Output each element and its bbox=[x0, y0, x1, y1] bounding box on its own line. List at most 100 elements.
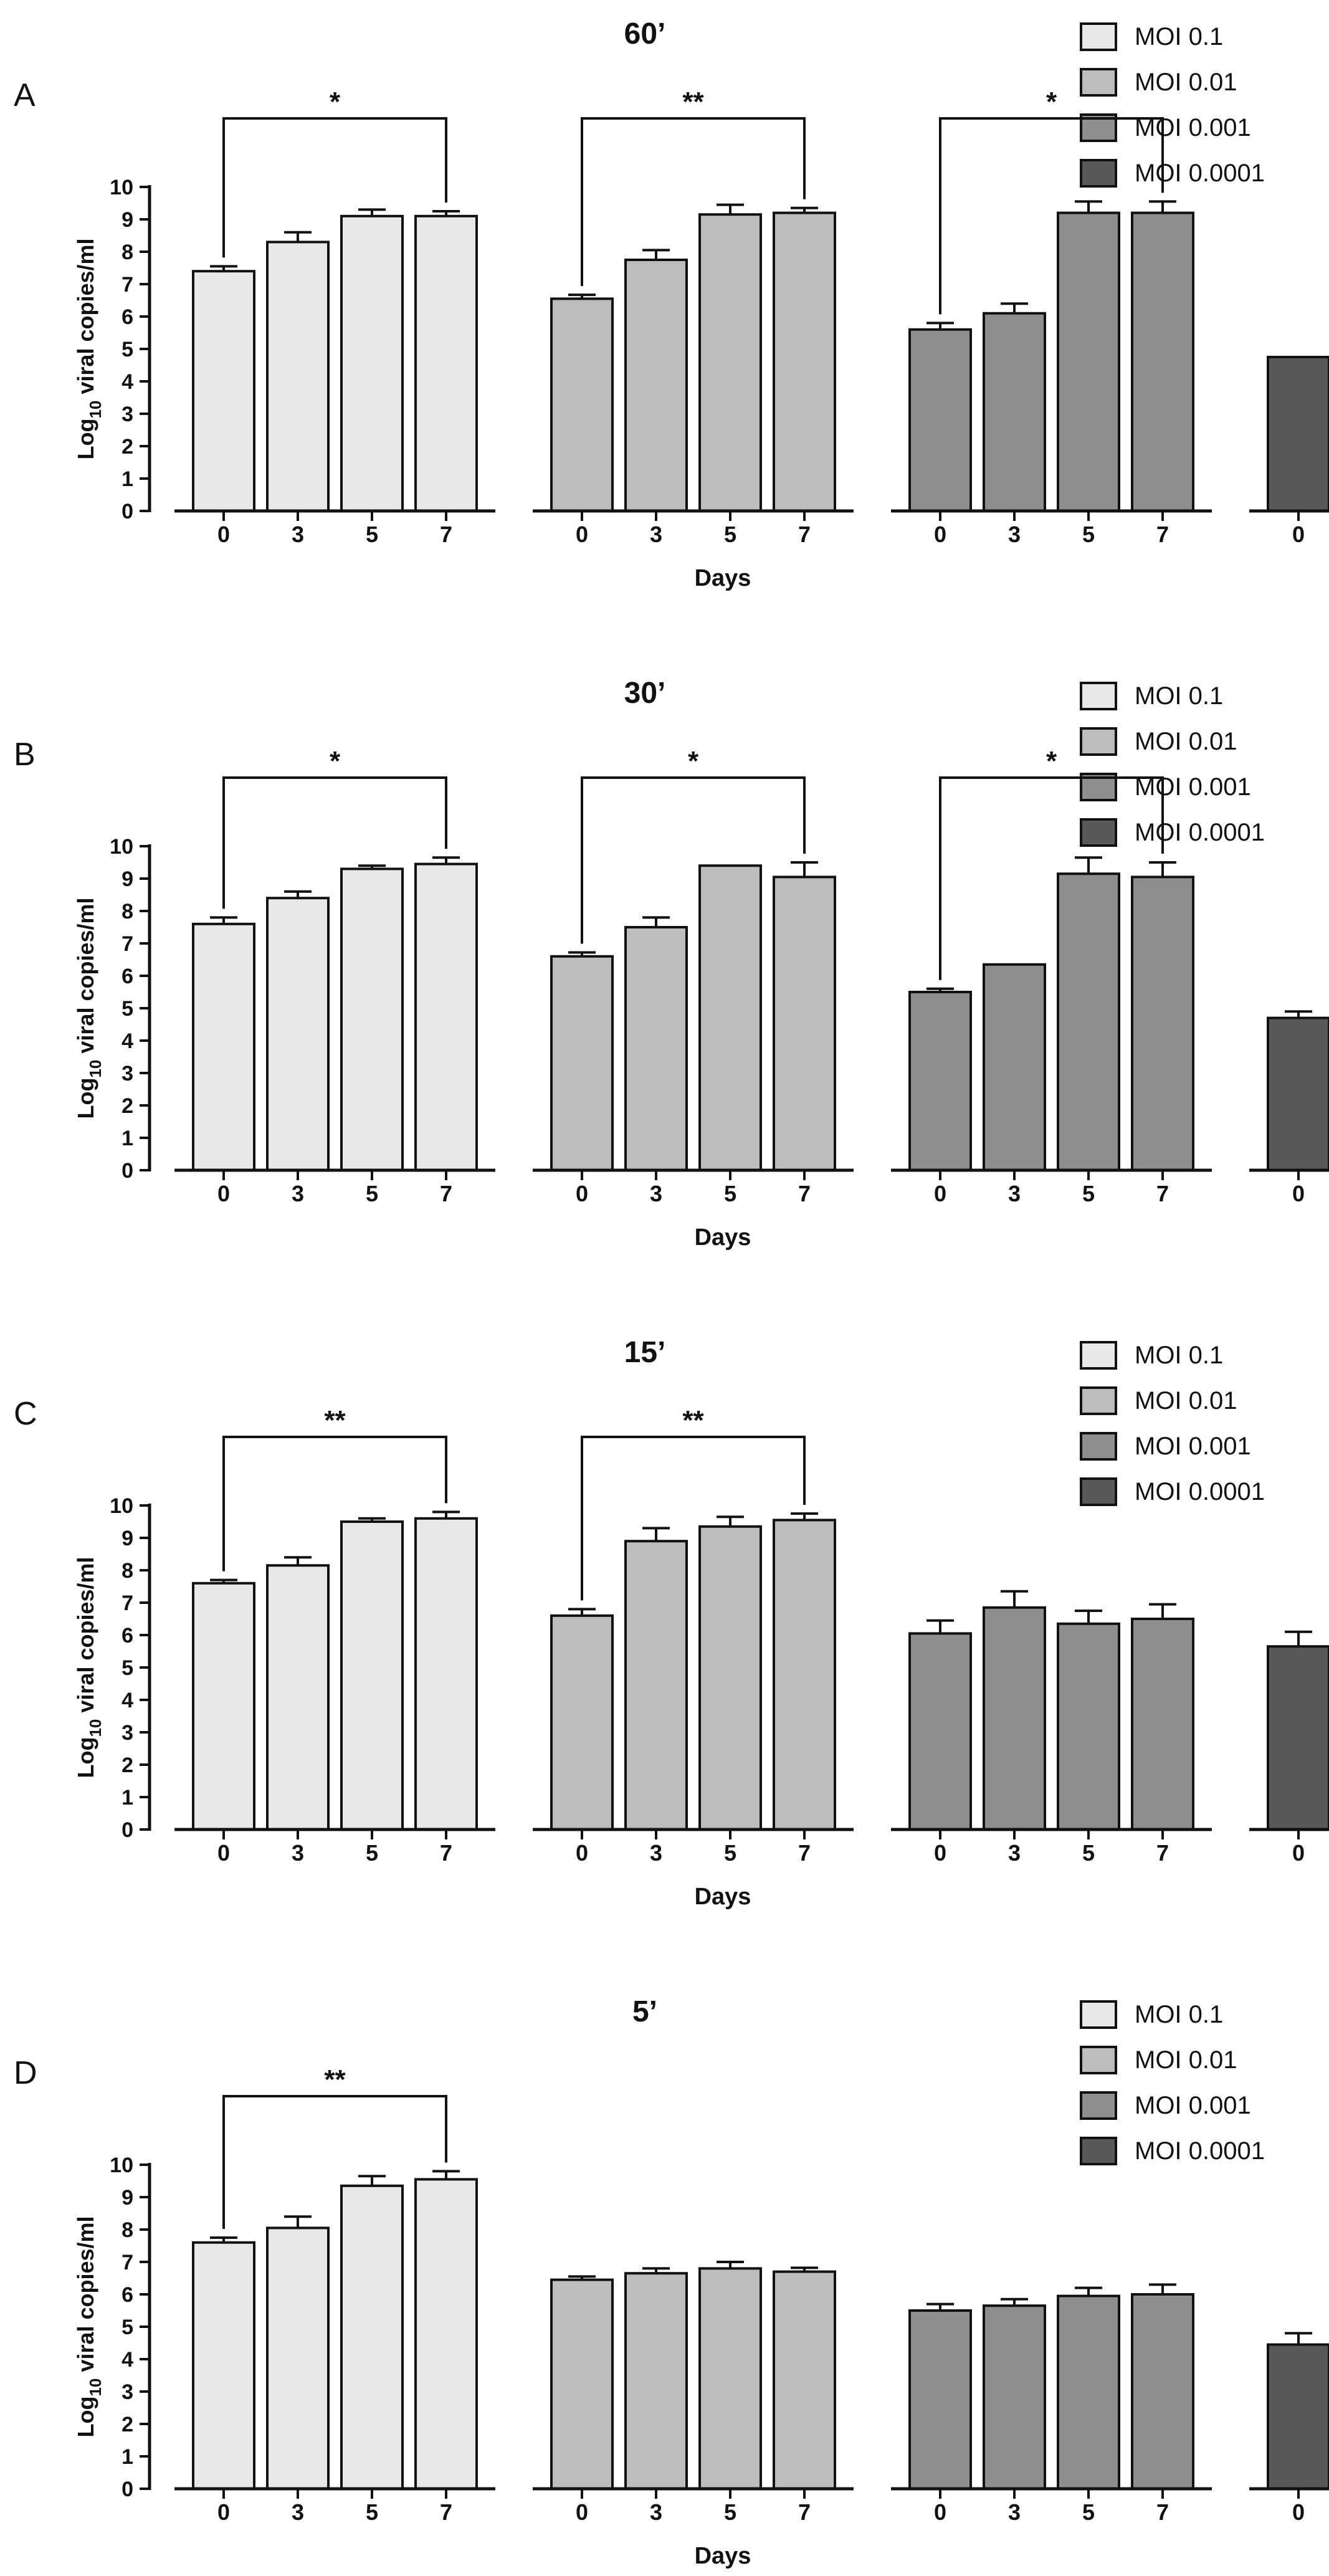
bar bbox=[1057, 2294, 1120, 2490]
x-tick-label: 0 bbox=[1292, 1840, 1305, 1866]
x-tick-label: 3 bbox=[292, 1181, 304, 1206]
x-tick-label: 5 bbox=[366, 1840, 378, 1866]
legend-label: MOI 0.01 bbox=[1135, 2046, 1237, 2074]
legend-swatch bbox=[1080, 682, 1117, 710]
x-tick-label: 7 bbox=[798, 522, 811, 547]
significance-bracket bbox=[939, 776, 1164, 980]
y-tick-label: 3 bbox=[121, 403, 133, 426]
legend-swatch bbox=[1080, 727, 1117, 756]
x-tick-label: 3 bbox=[650, 1840, 662, 1866]
legend-label: MOI 0.1 bbox=[1135, 23, 1223, 50]
x-tick-label: 5 bbox=[724, 1840, 736, 1866]
chart-title: 5’ bbox=[632, 1995, 657, 2028]
y-axis-label-subscript: 10 bbox=[86, 2378, 105, 2397]
bar-group-moi-0-1: 0 3 5 7 bbox=[174, 856, 495, 1206]
significance-label: * bbox=[1046, 87, 1057, 117]
y-tick-label: 6 bbox=[121, 305, 133, 329]
bar bbox=[773, 875, 836, 1171]
x-tick-label: 0 bbox=[1292, 522, 1305, 547]
y-tick-label: 7 bbox=[121, 1591, 133, 1615]
y-tick-label: 5 bbox=[121, 1656, 133, 1680]
panel-letter: B bbox=[14, 737, 36, 773]
bar bbox=[192, 1581, 255, 1831]
bar-group-moi-0-01: 0 3 5 7 bbox=[533, 2261, 854, 2525]
legend-label: MOI 0.1 bbox=[1135, 1342, 1223, 1369]
x-tick-label: 0 bbox=[1292, 2499, 1305, 2525]
bar bbox=[773, 211, 836, 512]
y-axis-label-subscript: 10 bbox=[86, 401, 105, 419]
bar bbox=[773, 2270, 836, 2490]
bar bbox=[983, 1606, 1046, 1831]
legend-label: MOI 0.001 bbox=[1135, 2092, 1251, 2119]
bar bbox=[908, 991, 972, 1171]
y-tick-label: 1 bbox=[121, 2445, 133, 2469]
y-tick-label: 6 bbox=[121, 1624, 133, 1648]
bar-group-moi-0-01: 0 3 5 7 bbox=[533, 1512, 854, 1866]
bar bbox=[1131, 875, 1194, 1171]
y-tick-label: 9 bbox=[121, 2186, 133, 2210]
bar bbox=[1131, 1618, 1194, 1831]
x-tick-label: 3 bbox=[1008, 1181, 1021, 1206]
chart-panel-d: D 5’ MOI 0.1 MOI 0.01 MOI 0.001 MOI 0.0001 0 1 2… bbox=[14, 1995, 1329, 2569]
significance-label: ** bbox=[682, 1405, 704, 1436]
y-tick-label: 7 bbox=[121, 2251, 133, 2274]
bar-group-moi-0-1: 0 3 5 7 bbox=[174, 2170, 495, 2525]
y-tick-label: 2 bbox=[121, 435, 133, 459]
significance-label: * bbox=[330, 746, 341, 776]
y-tick-label: 9 bbox=[121, 1527, 133, 1550]
bar bbox=[340, 2184, 404, 2490]
y-tick-label: 0 bbox=[121, 500, 133, 523]
bar bbox=[414, 2178, 478, 2490]
legend-swatch bbox=[1080, 2137, 1117, 2165]
x-tick-label: 0 bbox=[576, 1840, 588, 1866]
significance-label: * bbox=[1046, 746, 1057, 776]
x-axis-label: Days bbox=[695, 2543, 751, 2569]
y-tick-label: 0 bbox=[121, 2478, 133, 2501]
x-tick-label: 7 bbox=[1156, 1840, 1169, 1866]
bar bbox=[266, 2226, 330, 2490]
panel-letter: A bbox=[14, 77, 36, 113]
y-tick-label: 9 bbox=[121, 208, 133, 232]
x-tick-label: 0 bbox=[576, 2499, 588, 2525]
bar bbox=[1267, 2343, 1329, 2490]
bar bbox=[266, 241, 330, 512]
significance-label: * bbox=[330, 87, 341, 117]
y-axis-label-subscript: 10 bbox=[86, 1719, 105, 1737]
bar bbox=[1131, 211, 1194, 512]
bar bbox=[1267, 1016, 1329, 1171]
y-tick-label: 5 bbox=[121, 2316, 133, 2339]
bar bbox=[550, 2278, 614, 2490]
legend-swatch bbox=[1080, 2000, 1117, 2029]
x-tick-label: 7 bbox=[440, 2499, 452, 2525]
bar bbox=[983, 2304, 1046, 2490]
y-tick-label: 8 bbox=[121, 1559, 133, 1583]
x-tick-label: 0 bbox=[934, 1181, 946, 1206]
x-tick-label: 3 bbox=[1008, 2499, 1021, 2525]
y-tick-label: 3 bbox=[121, 2380, 133, 2404]
x-tick-label: 0 bbox=[1292, 1181, 1305, 1206]
significance-label: ** bbox=[324, 1405, 346, 1436]
bar bbox=[1131, 2293, 1194, 2490]
bar bbox=[550, 955, 614, 1171]
x-tick-label: 3 bbox=[1008, 522, 1021, 547]
y-axis-label-suffix: viral copies/ml bbox=[73, 897, 98, 1059]
y-tick-label: 1 bbox=[121, 467, 133, 491]
y-tick-label: 2 bbox=[121, 1094, 133, 1118]
legend-label: MOI 0.01 bbox=[1135, 728, 1237, 755]
x-tick-label: 5 bbox=[1082, 1181, 1095, 1206]
legend-swatch bbox=[1080, 159, 1117, 188]
x-tick-label: 7 bbox=[1156, 2499, 1169, 2525]
x-tick-label: 5 bbox=[1082, 522, 1095, 547]
bar bbox=[698, 864, 762, 1171]
y-tick-label: 8 bbox=[121, 241, 133, 264]
y-tick-label: 2 bbox=[121, 1753, 133, 1777]
bar bbox=[624, 259, 688, 512]
bar bbox=[1057, 872, 1120, 1171]
significance-bracket bbox=[581, 776, 806, 944]
